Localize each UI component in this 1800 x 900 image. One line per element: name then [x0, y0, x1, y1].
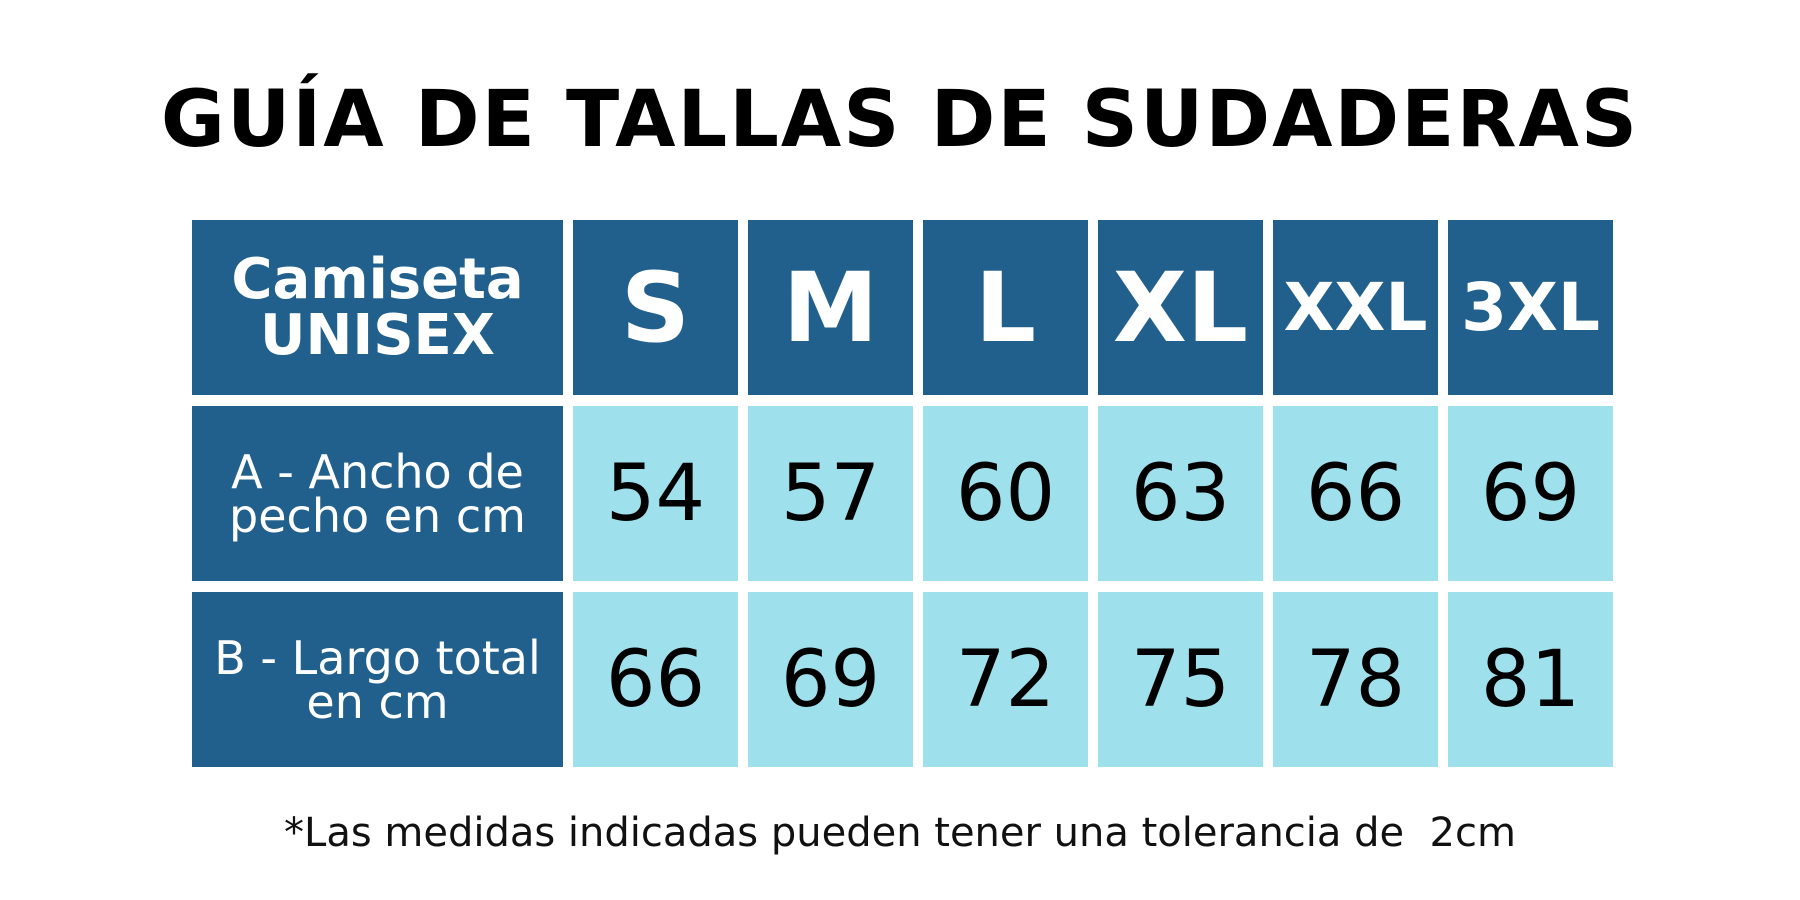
size-header-3xl: 3XL: [1448, 220, 1613, 395]
corner-header-line2: UNISEX: [260, 302, 495, 368]
size-header-xl: XL: [1098, 220, 1263, 395]
table-cell: 66: [573, 592, 738, 767]
table-cell: 69: [1448, 406, 1613, 581]
table-cell: 81: [1448, 592, 1613, 767]
row-label-chest-width: A - Ancho de pecho en cm: [192, 406, 563, 581]
size-header-m: M: [748, 220, 913, 395]
table-cell: 66: [1273, 406, 1438, 581]
size-header-l: L: [923, 220, 1088, 395]
table-cell: 63: [1098, 406, 1263, 581]
corner-header-line1: Camiseta: [231, 246, 524, 312]
size-header-xxl: XXL: [1273, 220, 1438, 395]
table-cell: 54: [573, 406, 738, 581]
table-cell: 57: [748, 406, 913, 581]
table-cell: 60: [923, 406, 1088, 581]
size-chart-table: Camiseta UNISEX S M L XL XXL 3XL A - Anc…: [192, 220, 1616, 768]
row-label-total-length: B - Largo total en cm: [192, 592, 563, 767]
tolerance-footnote: *Las medidas indicadas pueden tener una …: [284, 810, 1516, 856]
table-cell: 78: [1273, 592, 1438, 767]
size-header-s: S: [573, 220, 738, 395]
table-cell: 75: [1098, 592, 1263, 767]
table-cell: 72: [923, 592, 1088, 767]
page-title: GUÍA DE TALLAS DE SUDADERAS: [160, 75, 1640, 165]
table-cell: 69: [748, 592, 913, 767]
table-corner-header: Camiseta UNISEX: [192, 220, 563, 395]
